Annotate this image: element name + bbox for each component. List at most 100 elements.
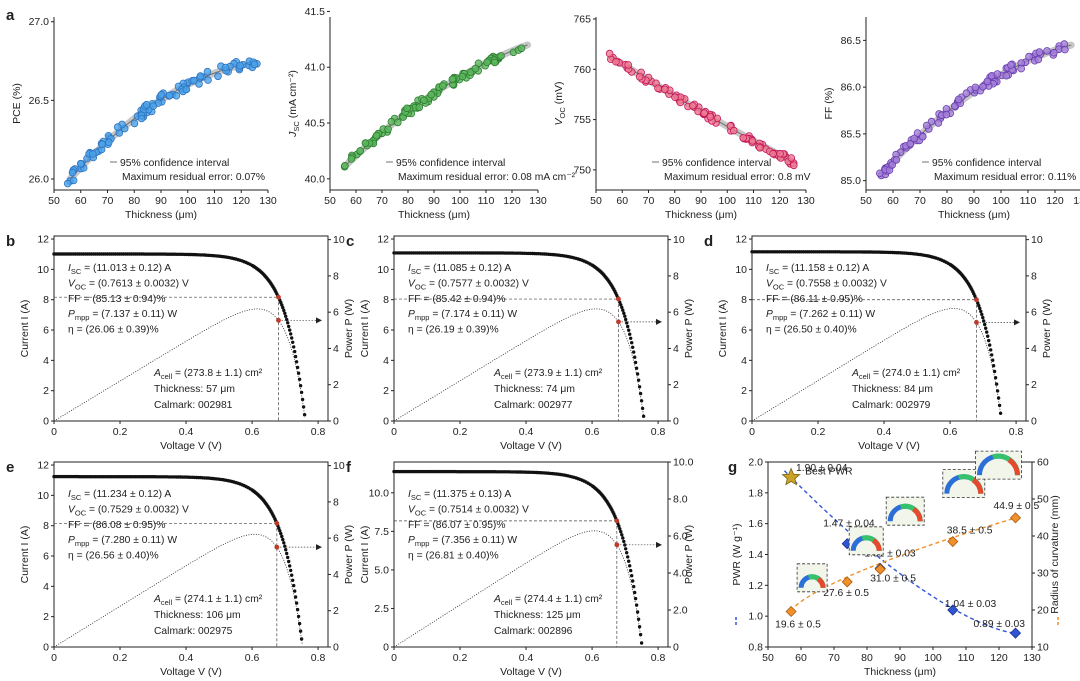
parameter-4: Pmpp = (7.137 ± 0.11) W (68, 309, 177, 322)
y2-tick-label: 60 (1037, 457, 1049, 469)
parameter-3: FF = (86.08 ± 0.95)% (68, 520, 166, 531)
pwr-data-label: 1.31 ± 0.03 (864, 548, 916, 559)
pv-curve (53, 533, 303, 648)
iv-point (634, 366, 639, 370)
pwr-data-label: 1.04 ± 0.03 (945, 599, 997, 610)
y-tick-label: 2.0 (748, 457, 763, 469)
y-tick-label: 26.0 (29, 173, 50, 185)
legend-note: Maximum residual error: 0.08 mA cm⁻² (398, 172, 576, 183)
scatter-point (962, 89, 971, 97)
scatter-point (403, 104, 411, 113)
y2-tick-label: 6 (333, 307, 339, 319)
iv-point (297, 377, 302, 381)
scatter-point (729, 126, 738, 135)
scatter-point (203, 67, 212, 76)
iv-point (638, 391, 643, 396)
scatter-point (676, 98, 685, 107)
iv-panel-b: b 0 0.2 0.4 0.6 0.8 0 2 4 6 8 10 12 0 2 4 6 8 10 Voltage V … (6, 233, 355, 452)
parameter-5: η = (26.50 ± 0.40)% (766, 325, 857, 336)
scatter-point (688, 102, 697, 110)
y2-tick-label: 4 (673, 343, 679, 355)
legend-entry: 95% confidence interval (932, 158, 1041, 169)
y-axis-title: FF (%) (823, 87, 835, 119)
x-tick-label: 0.2 (811, 426, 826, 438)
x-tick-label: 130 (529, 195, 547, 207)
arrow-icon (316, 317, 322, 324)
x-tick-label: 0.4 (179, 652, 194, 664)
y-tick-label: 6 (43, 325, 49, 337)
y2-tick-label: 2.0 (673, 605, 688, 617)
mpp-point-power (274, 544, 280, 550)
x-tick-label: 100 (718, 195, 736, 207)
scatter-point (105, 138, 113, 147)
scatter-point (979, 83, 987, 91)
thickness-label: Thickness: 125 μm (494, 610, 581, 621)
scatter-point (196, 72, 205, 80)
x-axis-title: Thickness (μm) (665, 209, 737, 221)
iv-point (640, 406, 645, 411)
iv-point (998, 411, 1003, 415)
iv-point (293, 354, 298, 359)
radius-data-label: 19.6 ± 0.5 (775, 619, 821, 630)
y2-tick-label: 0 (1031, 416, 1037, 428)
iv-point (991, 358, 995, 362)
arrow-icon (656, 541, 662, 548)
scatter-point (69, 176, 78, 185)
iv-point (982, 319, 986, 323)
iv-point (636, 378, 641, 382)
scatter-point (361, 139, 370, 147)
scatter-point (789, 161, 798, 170)
y-axis-title: Current I (A) (717, 300, 729, 358)
x-tick-label: 0.6 (585, 426, 600, 438)
bent-cell-inset-3 (885, 496, 925, 526)
legend-note: Maximum residual error: 0.07% (122, 172, 265, 183)
iv-point (287, 324, 291, 329)
iv-point (290, 573, 294, 577)
x-tick-label: 130 (1023, 652, 1041, 664)
bent-cell-stress-high (871, 538, 882, 552)
arrow-icon (656, 318, 662, 325)
scatter-point (983, 77, 992, 86)
iv-point (624, 317, 628, 322)
y-tick-label: 2 (43, 385, 49, 397)
cell-area: Acell = (273.9 ± 1.1) cm² (493, 368, 603, 381)
scatter-point (517, 44, 526, 53)
scatter-point (1002, 71, 1011, 80)
x-tick-label: 90 (894, 652, 906, 664)
y2-tick-label: 10 (673, 234, 685, 246)
iv-point (630, 574, 634, 578)
iv-point (618, 527, 622, 531)
y2-tick-label: 6 (333, 533, 339, 545)
iv-point (283, 311, 287, 315)
scatter-point (1035, 48, 1044, 56)
y-axis-title: VOC (mV) (553, 82, 567, 126)
x-tick-label: 130 (797, 195, 815, 207)
y-tick-label: 85.5 (841, 128, 862, 140)
y-tick-label: 4 (383, 355, 389, 367)
y-tick-label: 2.5 (374, 603, 389, 615)
iv-point (287, 559, 291, 564)
x-tick-label: 90 (155, 195, 167, 207)
y-tick-label: 1.0 (748, 611, 763, 623)
panel-label: f (346, 459, 352, 476)
parameter-4: Pmpp = (7.356 ± 0.11) W (408, 535, 517, 548)
mpp-point-current (274, 520, 280, 526)
y-tick-label: 41.0 (305, 62, 326, 74)
x-tick-label: 70 (914, 195, 926, 207)
x-tick-label: 0.6 (245, 426, 260, 438)
iv-panel-d: d 0 0.2 0.4 0.6 0.8 0 2 4 6 8 10 12 0 2 4 6 8 10 Voltage V … (704, 233, 1053, 452)
bent-cell-stress-high (911, 507, 923, 522)
x-axis-title: Thickness (μm) (125, 209, 197, 221)
iv-point (633, 355, 637, 359)
y2-tick-label: 0 (333, 416, 339, 428)
y2-tick-label: 4 (1031, 343, 1037, 355)
legend-entry: 95% confidence interval (396, 158, 505, 169)
scatter-point (918, 132, 927, 141)
x-tick-label: 0 (51, 652, 57, 664)
scatter-point (384, 125, 392, 134)
y-tick-label: 85.0 (841, 175, 862, 187)
x-tick-label: 60 (75, 195, 87, 207)
iv-point (622, 311, 626, 315)
iv-point (985, 330, 989, 334)
y-axis-title: JSC (mA cm⁻²) (287, 70, 301, 138)
